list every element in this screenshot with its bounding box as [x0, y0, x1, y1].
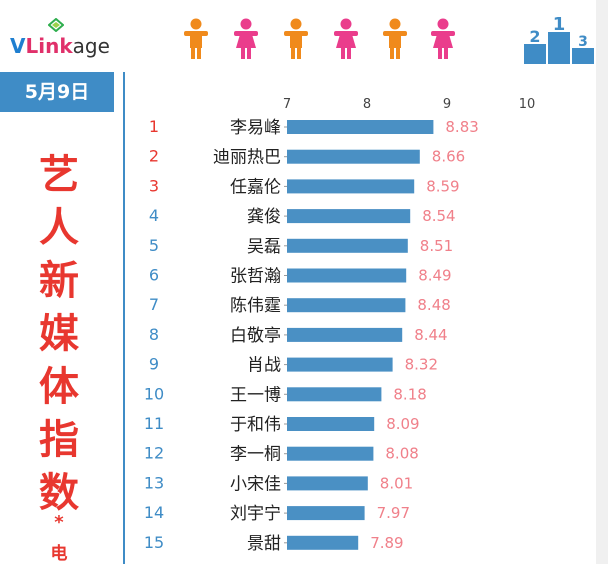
rank-label: 8	[149, 325, 159, 344]
rank-label: 7	[149, 295, 159, 314]
category-label: 任嘉伦	[230, 177, 281, 197]
value-label: 8.01	[380, 474, 413, 492]
scrollbar[interactable]	[596, 0, 608, 564]
bar	[287, 535, 359, 550]
value-label: 7.97	[377, 504, 410, 522]
category-label: 龚俊	[247, 207, 281, 227]
header: VLinkage 2 1 3	[0, 0, 596, 72]
x-tick-label: 9	[443, 97, 451, 112]
brand-text: VLinkage	[10, 34, 110, 58]
category-label: 李易峰	[230, 118, 281, 138]
value-label: 8.44	[414, 326, 447, 344]
category-label: 肖战	[247, 356, 281, 376]
x-tick-label: 7	[283, 97, 291, 112]
brand-v: V	[10, 34, 26, 58]
rank-label: 4	[149, 206, 159, 225]
x-tick-label: 8	[363, 97, 371, 112]
bar	[287, 327, 403, 342]
value-label: 8.18	[393, 385, 426, 403]
rank-label: 3	[149, 176, 159, 195]
bar	[287, 417, 375, 431]
rank-label: 10	[144, 384, 164, 403]
category-label: 陈伟霆	[230, 296, 281, 316]
value-label: 7.89	[370, 534, 403, 552]
category-label: 刘宇宁	[230, 504, 281, 524]
person-icon	[183, 18, 209, 60]
title-tail: 电	[50, 544, 68, 564]
divider	[123, 72, 125, 564]
person-icon	[333, 18, 359, 60]
category-label: 小宋佳	[230, 474, 281, 494]
podium-icon: 2 1 3	[524, 14, 594, 64]
rank-label: 14	[144, 503, 164, 522]
category-label: 于和伟	[230, 415, 281, 435]
bar	[287, 387, 382, 402]
bar	[287, 209, 411, 224]
value-label: 8.08	[385, 445, 418, 463]
rank-label: 13	[144, 473, 164, 492]
category-label: 迪丽热巴	[213, 148, 281, 168]
podium-digit: 2	[529, 27, 540, 46]
rank-label: 5	[149, 236, 159, 255]
bar-chart: 7 8 9 10 1 李易峰 8.83 2 迪丽热巴 8.66 3 任嘉伦 8.59 4 龚俊 8.54 5 吴磊…	[144, 97, 536, 554]
value-label: 8.59	[426, 177, 459, 195]
rank-label: 1	[149, 117, 159, 136]
diamond-icon	[48, 18, 64, 32]
value-label: 8.48	[417, 296, 450, 314]
side-title: 艺 人 新 媒 体 指 数 * 电	[0, 118, 118, 564]
brand-age: age	[72, 34, 110, 58]
category-label: 吴磊	[247, 237, 281, 257]
bar	[287, 357, 393, 372]
value-label: 8.66	[432, 148, 465, 166]
rank-label: 15	[144, 533, 164, 552]
bar	[287, 446, 374, 461]
category-label: 张哲瀚	[230, 267, 281, 287]
person-icon	[283, 18, 309, 60]
bar	[287, 506, 365, 521]
title-char: 媒	[39, 311, 79, 357]
value-label: 8.83	[445, 118, 478, 136]
person-icon	[233, 18, 259, 60]
bar	[287, 476, 368, 491]
person-icon	[430, 18, 456, 60]
category-label: 景甜	[247, 534, 281, 554]
rank-label: 11	[144, 414, 164, 433]
title-char: 体	[39, 364, 79, 410]
date-label: 5月9日	[0, 72, 116, 112]
bar	[287, 179, 415, 194]
brand-link: Link	[25, 34, 73, 58]
title-char: 数	[39, 470, 79, 516]
value-label: 8.32	[405, 356, 438, 374]
bar	[287, 298, 406, 313]
rank-label: 9	[149, 355, 159, 374]
category-label: 白敬亭	[230, 326, 281, 346]
rank-label: 2	[149, 147, 159, 166]
value-label: 8.09	[386, 415, 419, 433]
person-icon	[382, 18, 408, 60]
bar	[287, 149, 420, 164]
category-label: 王一博	[230, 385, 281, 405]
title-char: 指	[39, 417, 79, 463]
value-label: 8.51	[420, 237, 453, 255]
category-label: 李一桐	[230, 445, 281, 465]
podium-digit: 3	[578, 34, 588, 50]
x-tick-label: 10	[519, 97, 536, 112]
value-label: 8.49	[418, 267, 451, 285]
bar	[287, 120, 434, 134]
bar	[287, 268, 407, 283]
value-label: 8.54	[422, 207, 455, 225]
title-char: 艺	[39, 152, 79, 198]
title-char: 人	[39, 205, 79, 251]
rank-label: 6	[149, 266, 159, 285]
title-char: 新	[39, 258, 79, 304]
podium-digit: 1	[553, 14, 566, 35]
bar	[287, 238, 408, 253]
rank-label: 12	[144, 444, 164, 463]
vlinkage-logo: VLinkage	[10, 18, 120, 58]
title-star: *	[54, 512, 64, 533]
